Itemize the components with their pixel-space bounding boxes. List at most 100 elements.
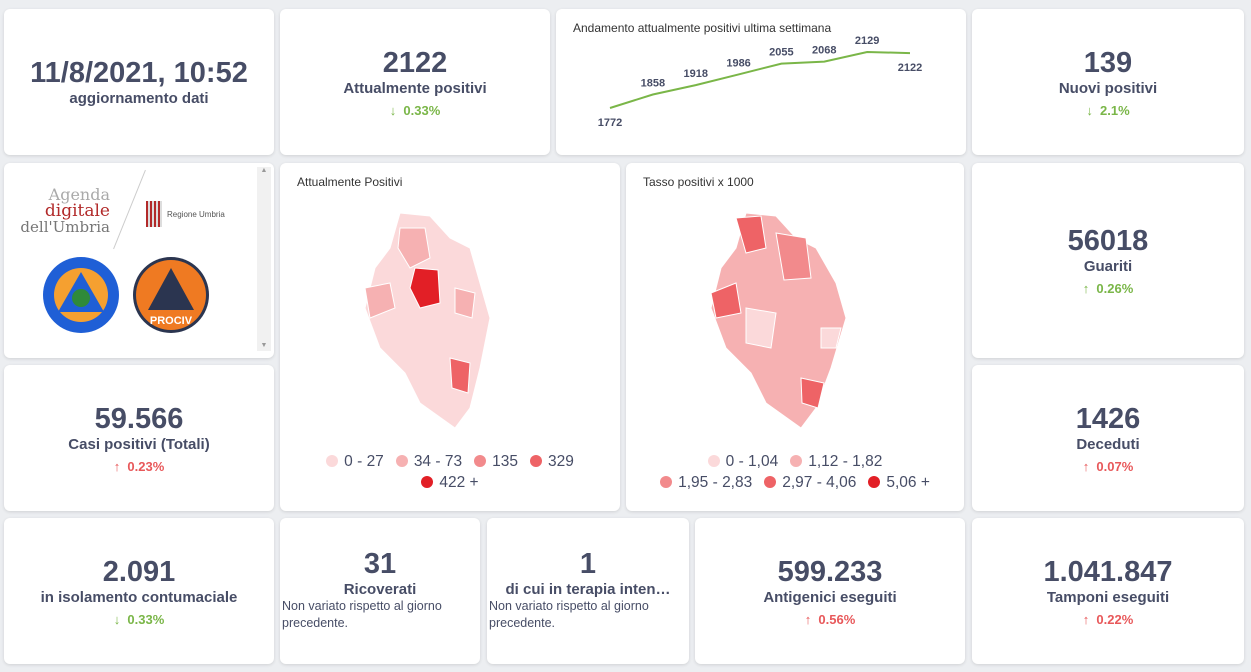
change-value: 0.23% [127, 458, 165, 474]
arrow-down-icon: ↓ [1086, 102, 1093, 118]
legend-label: 0 - 1,04 [725, 453, 779, 470]
terapia-card: 1 di cui in terapia inten… Non variato r… [487, 518, 689, 664]
arrow-up-icon: ↑ [113, 458, 121, 474]
logo-text: dell'Umbria [20, 218, 110, 236]
legend-dot-icon [326, 455, 339, 467]
ricoverati-label: Ricoverati [343, 581, 417, 598]
data-label: 2055 [769, 47, 793, 59]
terapia-note: Non variato rispetto al giorno precedent… [489, 599, 649, 630]
choropleth-map[interactable] [360, 208, 530, 433]
change-value: 0.22% [1096, 611, 1134, 627]
data-label: 2068 [812, 45, 836, 57]
divider-line [113, 169, 146, 250]
data-label: 2122 [898, 62, 922, 74]
agenda-digitale-logo: Agenda digitale dell'Umbria [16, 185, 110, 236]
legend-label: 2,97 - 4,06 [782, 474, 857, 491]
arrow-up-icon: ↑ [1082, 611, 1090, 627]
attualmente-value: 2122 [382, 46, 448, 79]
scroll-up-icon[interactable]: ▲ [260, 167, 268, 174]
scrollbar[interactable]: ▲ ▼ [257, 167, 271, 351]
guariti-card: 56018 Guariti ↑ 0.26% [972, 163, 1244, 358]
deceduti-label: Deceduti [1076, 435, 1140, 453]
trend-chart: 1772 1858 1918 1986 2055 2068 2129 2122 [598, 35, 922, 129]
casi-card: 59.566 Casi positivi (Totali) ↑ 0.23% [4, 365, 274, 511]
casi-label: Casi positivi (Totali) [68, 435, 210, 453]
logo-text: digitale [44, 201, 110, 221]
legend-dot-icon [790, 455, 803, 467]
legend-label: 422 + [439, 474, 479, 491]
choropleth-map[interactable] [706, 208, 886, 433]
tamponi-label: Tamponi eseguiti [1046, 588, 1170, 606]
legend-item[interactable]: 135 [474, 453, 518, 470]
tamponi-value: 1.041.847 [1043, 555, 1173, 588]
isolamento-change: ↓ 0.33% [4, 612, 274, 627]
data-label: 1918 [683, 68, 707, 80]
logo-text: Agenda [48, 185, 110, 204]
terapia-value: 1 [579, 548, 597, 580]
map-title: Attualmente Positivi [297, 175, 403, 189]
regione-umbria-logo: Regione Umbria [146, 201, 225, 227]
legend-item[interactable]: 5,06 + [868, 474, 930, 491]
legend-dot-icon [868, 476, 881, 488]
casi-change: ↑ 0.23% [4, 459, 274, 474]
legend-label: 1,12 - 1,82 [808, 453, 883, 470]
legend-dot-icon [421, 476, 434, 488]
legend-dot-icon [474, 455, 487, 467]
attualmente-change: ↓ 0.33% [280, 103, 550, 118]
tamponi-change: ↑ 0.22% [972, 612, 1244, 627]
legend-item[interactable]: 1,95 - 2,83 [660, 474, 752, 491]
legend-label: 135 [492, 453, 518, 470]
antigenici-change: ↑ 0.56% [695, 612, 965, 627]
legend-dot-icon [707, 455, 720, 467]
legend-label: 0 - 27 [344, 453, 384, 470]
legend-item[interactable]: 0 - 27 [326, 453, 384, 470]
change-value: 2.1% [1100, 102, 1130, 118]
guariti-value: 56018 [1067, 225, 1149, 257]
map-legend: 0 - 27 34 - 73 135 329 422 + [280, 451, 620, 493]
arrow-up-icon: ↑ [1082, 281, 1090, 296]
ricoverati-value: 31 [363, 548, 397, 580]
legend-dot-icon [660, 476, 673, 488]
antigenici-value: 599.233 [777, 555, 883, 588]
arrow-down-icon: ↓ [389, 102, 397, 118]
legend-item[interactable]: 329 [529, 453, 574, 470]
arrow-up-icon: ↑ [804, 611, 812, 627]
trend-chart-card: Andamento attualmente positivi ultima se… [556, 9, 966, 155]
attualmente-card: 2122 Attualmente positivi ↓ 0.33% [280, 9, 550, 155]
nuovi-change: ↓ 2.1% [972, 103, 1244, 118]
change-value: 0.33% [403, 102, 441, 118]
legend-dot-icon [764, 476, 777, 488]
ricoverati-card: 31 Ricoverati Non variato rispetto al gi… [280, 518, 480, 664]
nuovi-card: 139 Nuovi positivi ↓ 2.1% [972, 9, 1244, 155]
anci-prociv-logo: PROCIV [133, 257, 209, 333]
deceduti-value: 1426 [1075, 402, 1141, 435]
change-value: 0.26% [1096, 281, 1134, 296]
change-value: 0.07% [1096, 458, 1134, 474]
logo-text: Regione Umbria [167, 209, 225, 219]
data-label: 2129 [855, 35, 879, 47]
tamponi-card: 1.041.847 Tamponi eseguiti ↑ 0.22% [972, 518, 1244, 664]
chart-title: Andamento attualmente positivi ultima se… [573, 21, 832, 35]
deceduti-change: ↑ 0.07% [972, 459, 1244, 474]
casi-value: 59.566 [94, 402, 184, 435]
legend-label: 329 [547, 453, 574, 470]
legend-item[interactable]: 0 - 1,04 [707, 453, 779, 470]
deceduti-card: 1426 Deceduti ↑ 0.07% [972, 365, 1244, 511]
svg-text:PROCIV: PROCIV [150, 315, 193, 327]
map-tasso-card: Tasso positivi x 1000 0 - 1,04 1,12 - 1,8… [626, 163, 964, 511]
legend-item[interactable]: 2,97 - 4,06 [764, 474, 856, 491]
antigenici-card: 599.233 Antigenici eseguiti ↑ 0.56% [695, 518, 965, 664]
legend-label: 1,95 - 2,83 [678, 474, 753, 491]
scroll-down-icon[interactable]: ▼ [260, 342, 268, 349]
legend-item[interactable]: 422 + [421, 474, 479, 491]
legend-item[interactable]: 34 - 73 [395, 453, 462, 470]
protezione-civile-logo [43, 257, 119, 333]
ricoverati-note: Non variato rispetto al giorno precedent… [282, 599, 442, 630]
isolamento-value: 2.091 [102, 555, 176, 588]
update-card: 11/8/2021, 10:52 aggiornamento dati [4, 9, 274, 155]
update-label: aggiornamento dati [69, 90, 209, 107]
arrow-up-icon: ↑ [1082, 458, 1090, 474]
nuovi-value: 139 [1083, 46, 1133, 79]
guariti-change: ↑ 0.26% [972, 281, 1244, 296]
legend-item[interactable]: 1,12 - 1,82 [790, 453, 882, 470]
